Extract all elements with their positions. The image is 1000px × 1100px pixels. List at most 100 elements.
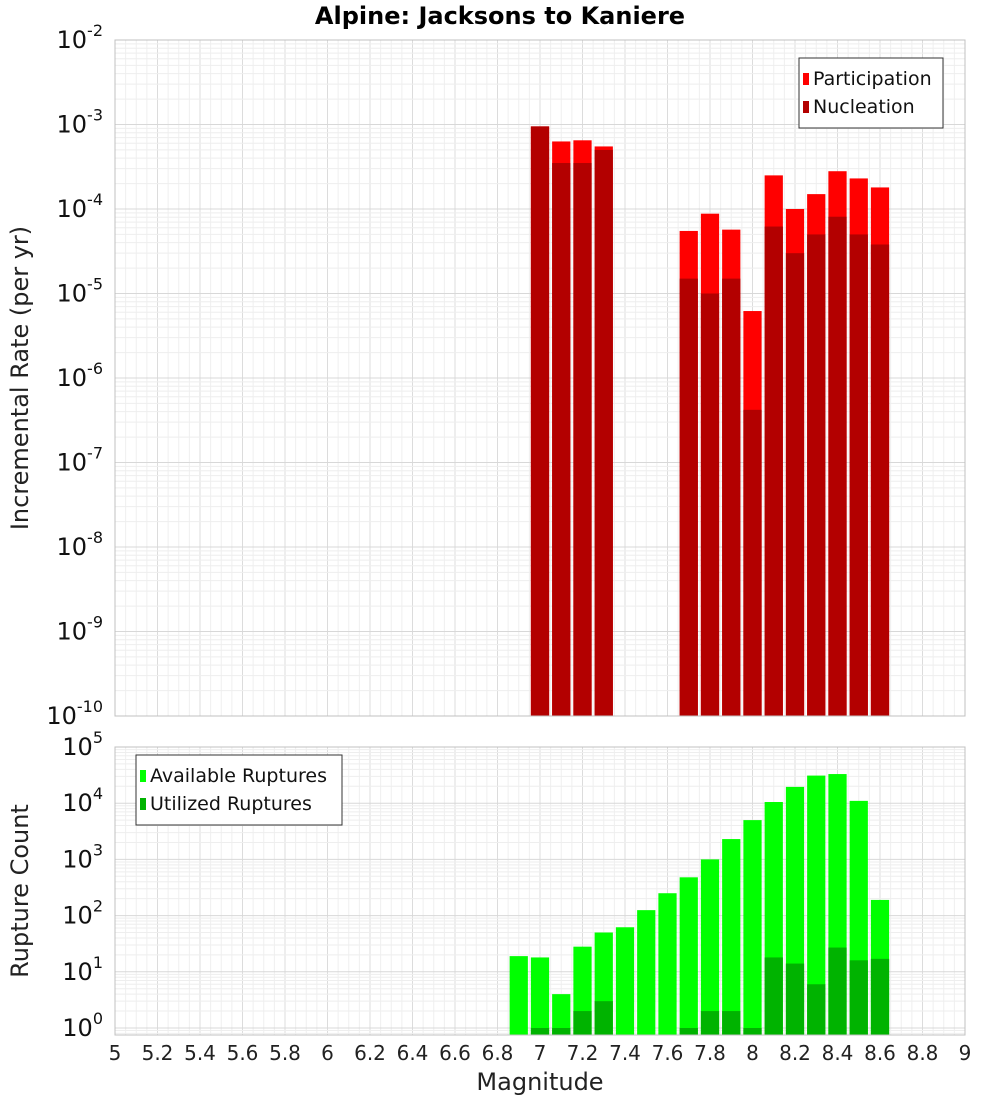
x-tick-label: 5.2: [142, 1041, 174, 1065]
bar: [679, 1027, 698, 1035]
x-tick-label: 5.4: [184, 1041, 216, 1065]
bar: [594, 1001, 613, 1035]
x-tick-label: 8.2: [779, 1041, 811, 1065]
bar: [530, 957, 550, 1035]
x-tick-label: 6.4: [397, 1041, 429, 1065]
x-axis-ticks: 5 5.2 5.4 5.6 5.8 6 6.2 6.4 6.6 6.8 7 7.2 7.4 7.6 7.8 8…: [109, 1041, 972, 1065]
rate-y-axis-label: Incremental Rate (per yr): [6, 226, 34, 530]
x-tick-label: 6.8: [482, 1041, 514, 1065]
bar: [785, 253, 805, 716]
rate-legend: Participation Nucleation: [798, 57, 944, 129]
legend-swatch: [140, 798, 146, 810]
bar: [722, 278, 741, 716]
x-tick-label: 8.4: [822, 1041, 854, 1065]
y-tick-label: 101: [62, 953, 103, 986]
rate-y-ticks: 10-10 10-9 10-8 10-7 10-6 10-5 10-4 10-3 10-2: [46, 21, 103, 730]
bar: [807, 984, 826, 1035]
y-tick-label: 10-3: [57, 106, 104, 139]
y-tick-label: 10-6: [57, 359, 104, 392]
bar: [573, 1011, 592, 1035]
count-bars: [509, 774, 890, 1035]
x-tick-label: 6.6: [439, 1041, 471, 1065]
count-y-ticks: 100 101 102 103 104 105: [62, 728, 103, 1042]
x-tick-label: 7.8: [694, 1041, 726, 1065]
count-plot-frame: [114, 746, 966, 1036]
legend-box: [798, 57, 944, 129]
bar: [552, 1027, 571, 1035]
rate-bars: [530, 126, 890, 717]
bar: [828, 947, 847, 1035]
y-tick-label: 10-2: [57, 21, 104, 54]
count-y-axis-label: Rupture Count: [6, 804, 34, 978]
x-tick-label: 7: [534, 1041, 547, 1065]
legend-label: Nucleation: [813, 96, 915, 118]
y-tick-label: 100: [62, 1009, 103, 1042]
chart-title: Alpine: Jacksons to Kaniere: [315, 2, 685, 30]
x-tick-label: 9: [959, 1041, 972, 1065]
legend-swatch: [803, 101, 809, 113]
y-tick-label: 102: [62, 897, 103, 930]
legend-label: Participation: [813, 68, 932, 90]
y-tick-label: 10-7: [57, 444, 104, 477]
bar: [594, 149, 613, 717]
bar: [679, 278, 698, 716]
bar: [828, 216, 847, 716]
x-tick-label: 5.8: [269, 1041, 301, 1065]
y-tick-label: 10-4: [57, 190, 104, 223]
count-panel: 100 101 102 103 104 105 Rupture Count Availab…: [6, 728, 966, 1042]
series-nucleation: [530, 126, 890, 717]
bar: [530, 1027, 550, 1035]
bar: [509, 956, 528, 1035]
bar: [700, 293, 720, 716]
bar: [764, 957, 783, 1035]
bar: [807, 234, 826, 717]
rate-plot-frame: [114, 39, 966, 717]
bar: [679, 877, 698, 1035]
y-tick-label: 105: [62, 728, 103, 761]
bar: [870, 244, 890, 716]
x-tick-label: 7.2: [567, 1041, 599, 1065]
bar: [785, 963, 805, 1035]
x-tick-label: 7.6: [652, 1041, 684, 1065]
bar: [530, 126, 550, 717]
bar: [722, 1011, 741, 1035]
y-tick-label: 103: [62, 840, 103, 873]
legend-label: Available Ruptures: [150, 765, 327, 787]
rate-panel: 10-10 10-9 10-8 10-7 10-6 10-5 10-4 10-3 10-2 In…: [6, 21, 966, 730]
legend-swatch: [140, 770, 146, 782]
bar: [722, 839, 741, 1035]
y-tick-label: 10-5: [57, 275, 104, 308]
bar: [573, 163, 592, 716]
y-tick-label: 10-8: [57, 528, 104, 561]
x-tick-label: 7.4: [609, 1041, 641, 1065]
legend-swatch: [803, 73, 809, 85]
series-available-ruptures: [509, 774, 890, 1035]
x-tick-label: 6: [321, 1041, 334, 1065]
bar: [743, 409, 762, 716]
x-tick-label: 8.8: [907, 1041, 939, 1065]
count-legend: Available Ruptures Utilized Ruptures: [135, 754, 343, 826]
bar: [849, 960, 868, 1035]
bar: [870, 958, 890, 1035]
bar: [615, 927, 635, 1035]
x-tick-label: 8.6: [864, 1041, 896, 1065]
bar: [552, 994, 571, 1035]
bar: [743, 820, 762, 1035]
x-tick-label: 6.2: [354, 1041, 386, 1065]
bar: [637, 910, 656, 1035]
y-tick-label: 104: [62, 784, 103, 817]
bar: [658, 893, 677, 1035]
bar: [807, 775, 826, 1035]
y-tick-label: 10-10: [46, 697, 103, 730]
bar: [552, 163, 571, 716]
bar: [700, 1011, 720, 1035]
bar: [764, 226, 783, 716]
x-tick-label: 8: [746, 1041, 759, 1065]
bar: [700, 859, 720, 1035]
legend-label: Utilized Ruptures: [150, 793, 312, 815]
bar: [849, 234, 868, 717]
legend-box: [135, 754, 343, 826]
series-utilized-ruptures: [530, 947, 890, 1035]
x-axis-label: Magnitude: [476, 1068, 603, 1096]
